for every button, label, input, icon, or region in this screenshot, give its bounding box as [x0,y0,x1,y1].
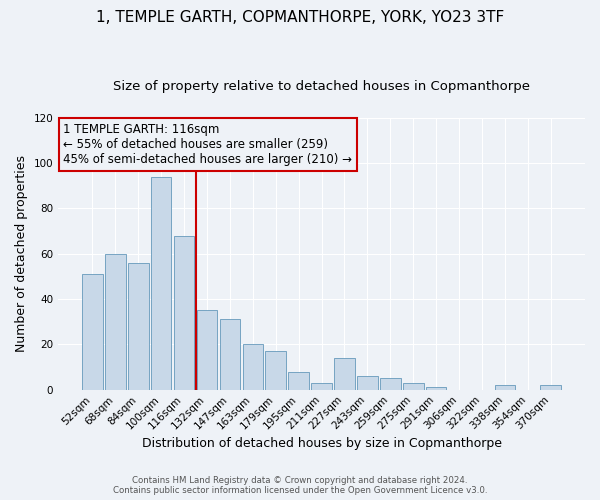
Bar [541,385,561,390]
Bar [357,376,378,390]
Bar [82,274,103,390]
Bar [174,236,194,390]
Bar [403,383,424,390]
Bar [494,385,515,390]
Bar [220,320,240,390]
Bar [128,263,149,390]
Bar [242,344,263,390]
Title: Size of property relative to detached houses in Copmanthorpe: Size of property relative to detached ho… [113,80,530,93]
Bar [334,358,355,390]
Bar [265,351,286,390]
Text: 1, TEMPLE GARTH, COPMANTHORPE, YORK, YO23 3TF: 1, TEMPLE GARTH, COPMANTHORPE, YORK, YO2… [96,10,504,25]
Bar [426,388,446,390]
Bar [289,372,309,390]
Bar [311,383,332,390]
Text: 1 TEMPLE GARTH: 116sqm
← 55% of detached houses are smaller (259)
45% of semi-de: 1 TEMPLE GARTH: 116sqm ← 55% of detached… [64,123,352,166]
Y-axis label: Number of detached properties: Number of detached properties [15,156,28,352]
Bar [380,378,401,390]
Bar [105,254,125,390]
Bar [197,310,217,390]
X-axis label: Distribution of detached houses by size in Copmanthorpe: Distribution of detached houses by size … [142,437,502,450]
Text: Contains HM Land Registry data © Crown copyright and database right 2024.
Contai: Contains HM Land Registry data © Crown c… [113,476,487,495]
Bar [151,176,172,390]
